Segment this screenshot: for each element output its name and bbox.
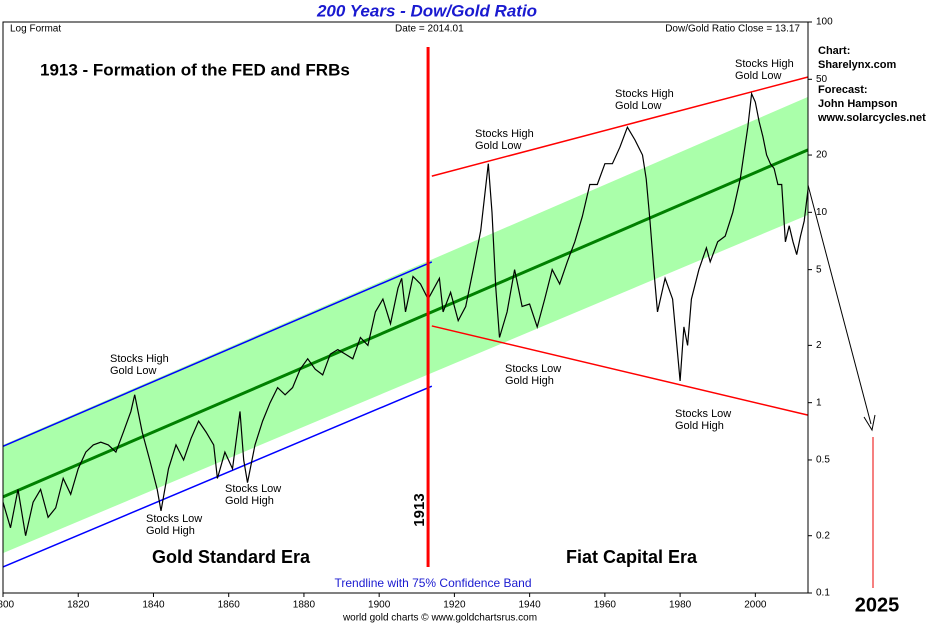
header-left: Log Format [10,24,61,35]
x-tick-label: 1980 [669,600,692,611]
channel-line [2,261,433,447]
trend-line [2,148,809,499]
header-right: Dow/Gold Ratio Close = 13.17 [665,24,800,35]
era-label: Gold Standard Era [152,547,311,567]
forecast-arrow [807,184,872,425]
credit: John Hampson [818,98,898,110]
forecast-year: 2025 [855,594,900,616]
event-label: 1913 [411,493,428,526]
y-tick-label: 1 [816,397,822,408]
credit: Chart: [818,45,850,57]
x-tick-label: 1940 [519,600,542,611]
annotation: Stocks High [475,128,534,140]
band-caption: Trendline with 75% Confidence Band [334,576,531,590]
credit: www.solarcycles.net [817,112,926,124]
annotation: Stocks Low [225,483,281,495]
ratio-line [2,91,809,536]
y-tick-label: 20 [816,150,828,161]
y-tick-label: 10 [816,207,828,218]
annotation: Stocks Low [505,363,561,375]
annotation: Stocks Low [146,513,202,525]
annotation: Gold High [146,525,195,537]
annotation: Gold Low [615,100,662,112]
annotation: Stocks Low [675,408,731,420]
annotation: Gold Low [475,140,522,152]
x-tick-label: 1960 [594,600,617,611]
channel-line [431,325,809,416]
y-tick-label: 0.1 [816,588,830,599]
y-tick-label: 100 [816,17,833,28]
y-tick-label: 0.5 [816,455,830,466]
annotation: Gold Low [735,70,782,82]
credit: Sharelynx.com [818,59,896,71]
annotation: Gold High [225,495,274,507]
x-tick-label: 2000 [744,600,767,611]
headline: 1913 - Formation of the FED and FRBs [40,60,350,79]
annotation: Stocks High [735,58,794,70]
annotation: Stocks High [615,88,674,100]
annotation: Gold High [505,375,554,387]
plot-area [2,76,809,568]
x-tick-label: 1900 [368,600,391,611]
era-label: Fiat Capital Era [566,547,698,567]
confidence-band [3,96,808,554]
channel-line [431,76,809,177]
plot-frame [2,21,809,594]
arrow-head [863,414,876,432]
x-tick-label: 1860 [218,600,241,611]
x-tick-label: 1840 [142,600,165,611]
y-tick-label: 5 [816,264,822,275]
credit: Forecast: [818,84,868,96]
footer: world gold charts © www.goldchartsrus.co… [342,613,537,624]
y-tick-label: 50 [816,74,828,85]
annotation: Gold High [675,420,724,432]
y-tick-label: 0.2 [816,530,830,541]
annotation: Gold Low [110,365,157,377]
x-tick-label: 1880 [293,600,316,611]
x-tick-label: 1820 [67,600,90,611]
y-tick-label: 2 [816,340,822,351]
header-center: Date = 2014.01 [395,24,464,35]
x-tick-label: 1920 [443,600,466,611]
chart-title: 200 Years - Dow/Gold Ratio [316,1,537,20]
annotation: Stocks High [110,353,169,365]
